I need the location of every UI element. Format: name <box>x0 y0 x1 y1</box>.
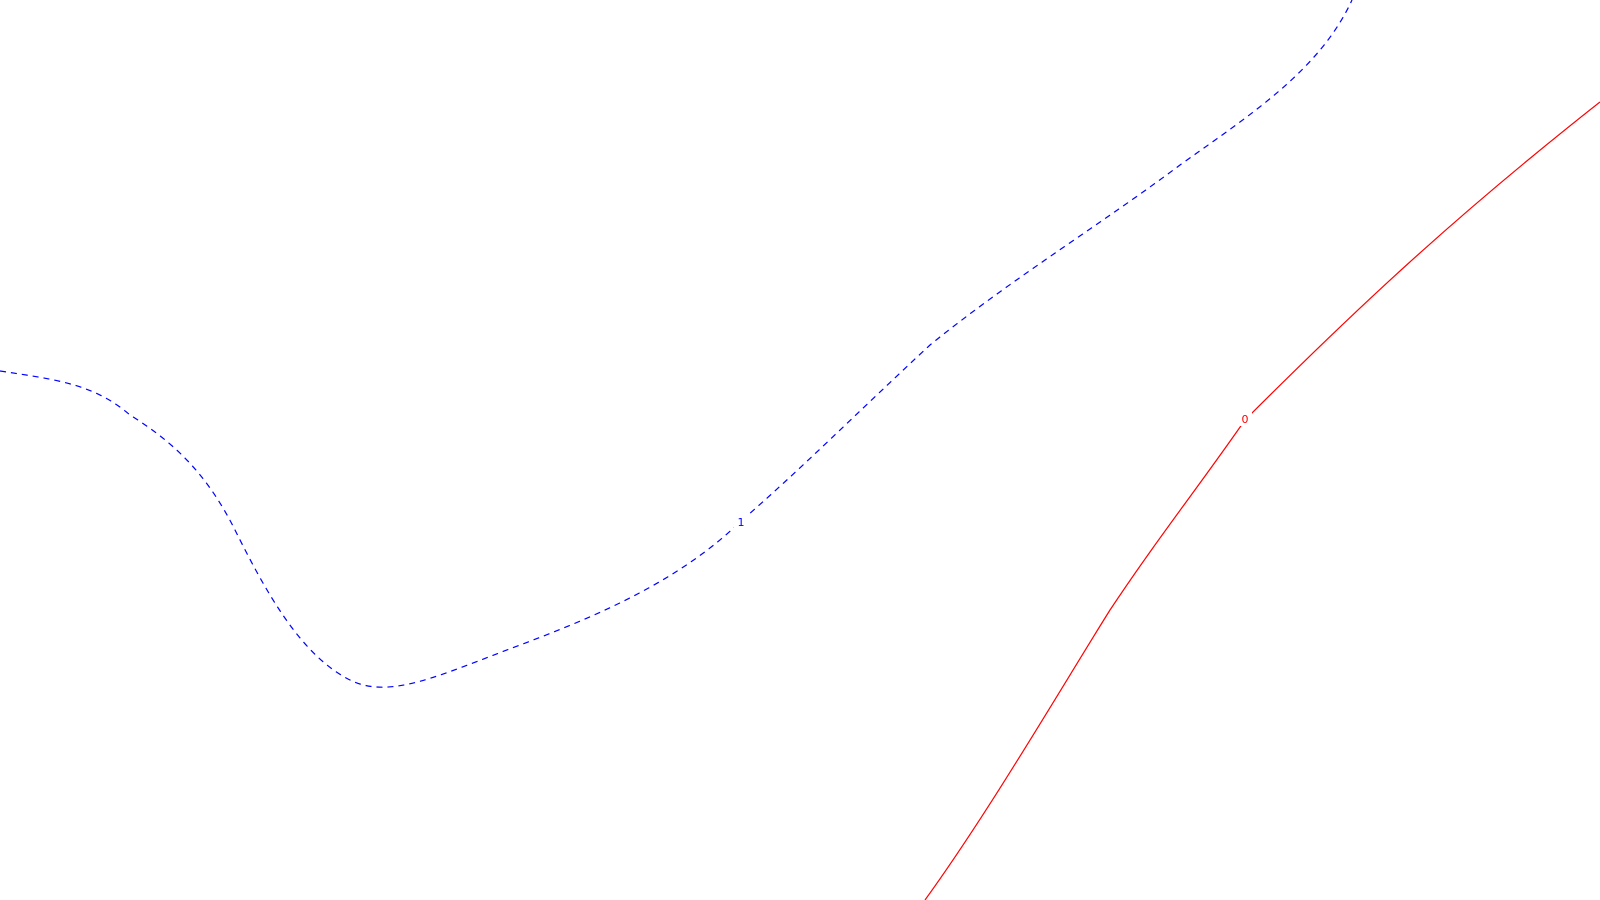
contour-label-1: 1 <box>738 516 745 529</box>
contour-label-0-mask <box>1238 412 1252 426</box>
contour-line-0 <box>924 101 1600 900</box>
contour-label-0: 0 <box>1242 413 1249 426</box>
contour-label-1-mask <box>734 515 748 529</box>
contour-line-1 <box>0 0 1353 688</box>
